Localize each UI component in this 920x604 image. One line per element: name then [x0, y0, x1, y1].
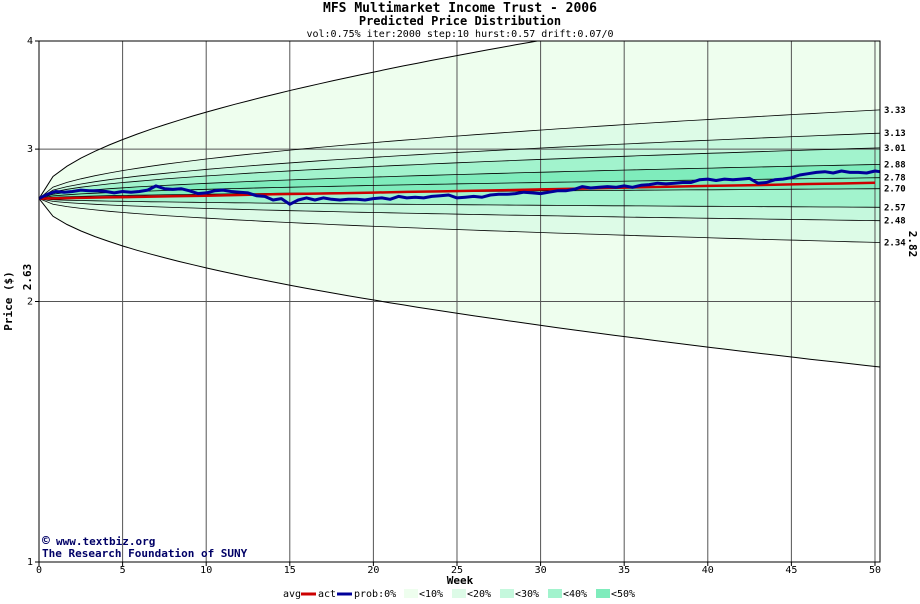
- band-end-label: 2.78: [884, 174, 906, 184]
- band-end-label: 2.57: [884, 203, 906, 213]
- band-end-label: 2.48: [884, 217, 906, 227]
- chart-params: vol:0.75% iter:2000 step:10 hurst:0.57 d…: [306, 29, 613, 40]
- band-end-label: 2.70: [884, 185, 906, 195]
- band-boundary-line: [39, 198, 880, 243]
- x-tick-label: 40: [702, 565, 714, 576]
- band-end-label: 3.01: [884, 144, 906, 154]
- x-tick-label: 5: [120, 565, 126, 576]
- band-boundary-line: [39, 164, 880, 199]
- legend: avg act prob:0% <10% <20% <30% <40% <50%: [283, 589, 635, 600]
- x-tick-label: 15: [284, 565, 296, 576]
- band-boundary-line: [39, 109, 880, 199]
- y-tick-label: 2: [27, 297, 33, 308]
- end-actual-price-label: 2.82: [906, 231, 919, 258]
- x-tick-label: 10: [200, 565, 212, 576]
- band-boundary-line: [39, 198, 880, 222]
- legend-band-label: <30%: [515, 589, 539, 600]
- band-4: [39, 164, 880, 199]
- y-axis-label: Price ($): [2, 271, 15, 331]
- x-axis-label: Week: [447, 574, 474, 587]
- band-end-label: 2.88: [884, 160, 906, 170]
- x-tick-label: 50: [869, 565, 881, 576]
- legend-avg-label: avg: [283, 589, 301, 600]
- credit-block: © www.textbiz.org The Research Foundatio…: [42, 534, 248, 560]
- x-tick-label: 35: [618, 565, 630, 576]
- plot-area: [39, 41, 880, 562]
- legend-band-swatch: [452, 589, 466, 598]
- probability-bands: [39, 41, 880, 367]
- credit-site[interactable]: www.textbiz.org: [56, 535, 155, 548]
- x-tick-label: 30: [535, 565, 547, 576]
- y-tick-label: 3: [27, 144, 33, 155]
- credit-org: The Research Foundation of SUNY: [42, 547, 248, 560]
- envelope-upper-line: [39, 41, 541, 199]
- start-price-label: 2.63: [21, 264, 34, 291]
- band-boundary-line: [39, 147, 880, 199]
- x-tick-label: 45: [785, 565, 797, 576]
- x-tick-label: 0: [36, 565, 42, 576]
- actual-series-line: [38, 169, 881, 206]
- legend-band-label: <20%: [467, 589, 491, 600]
- envelope-lower-line: [39, 198, 880, 368]
- band-end-labels: 3.33 3.13 3.01 2.88 2.782.70 2.57 2.48 2.34: [884, 106, 906, 249]
- avg-series-line: [38, 181, 876, 200]
- band-boundary-line: [39, 132, 880, 199]
- series-lines: [38, 169, 881, 206]
- x-axis-ticks: 0 5 10 15 20 25 30 35 40 45 50: [36, 562, 881, 576]
- y-tick-label: 4: [27, 36, 33, 47]
- x-tick-label: 25: [451, 565, 463, 576]
- chart-title: MFS Multimarket Income Trust - 2006: [323, 1, 597, 16]
- band-end-label: 3.33: [884, 106, 906, 116]
- legend-band-swatch: [548, 589, 562, 598]
- legend-act-label: act: [318, 589, 336, 600]
- legend-band-label: <40%: [563, 589, 587, 600]
- y-tick-label: 1: [27, 557, 33, 568]
- band-end-label: 3.13: [884, 129, 906, 139]
- legend-band-swatch: [596, 589, 610, 598]
- band-boundary-line: [39, 198, 880, 208]
- copyright-icon: ©: [42, 534, 50, 549]
- chart-subtitle: Predicted Price Distribution: [359, 14, 561, 28]
- x-tick-label: 20: [367, 565, 379, 576]
- legend-band-label: <50%: [611, 589, 635, 600]
- legend-prob-label: prob:0%: [354, 589, 396, 600]
- legend-band-swatch: [500, 589, 514, 598]
- y-axis-ticks: 1 2 3 4: [27, 36, 39, 568]
- band-end-label: 2.34: [884, 238, 906, 248]
- legend-band-label: <10%: [419, 589, 443, 600]
- legend-band-swatch: [404, 589, 418, 598]
